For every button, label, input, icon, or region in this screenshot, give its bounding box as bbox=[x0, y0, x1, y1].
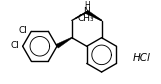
Text: Cl: Cl bbox=[10, 41, 19, 50]
Polygon shape bbox=[86, 10, 102, 21]
Text: HCl: HCl bbox=[133, 53, 151, 63]
Text: Cl: Cl bbox=[19, 26, 28, 35]
Text: N: N bbox=[83, 7, 90, 16]
Text: CH₃: CH₃ bbox=[77, 14, 94, 23]
Polygon shape bbox=[56, 37, 72, 48]
Text: H: H bbox=[84, 1, 90, 10]
